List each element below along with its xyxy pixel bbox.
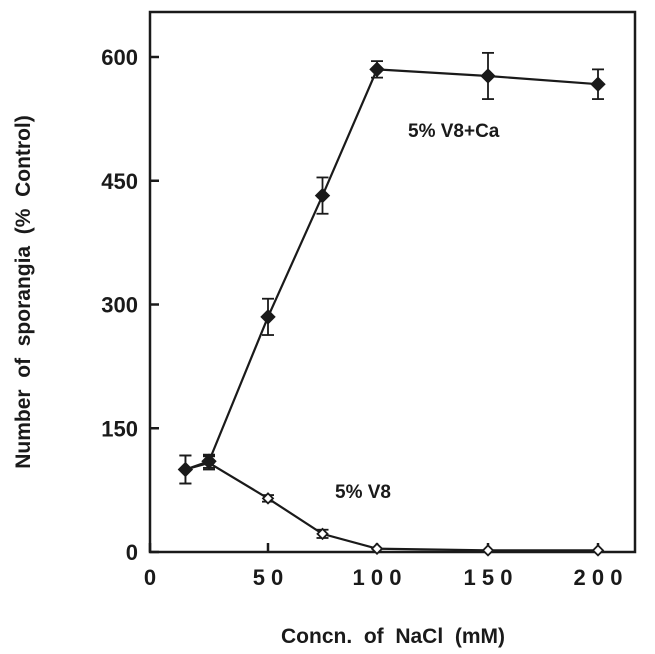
data-point: [590, 76, 606, 92]
plot-border: [148, 10, 637, 554]
y-tick-label: 0: [126, 540, 138, 565]
y-axis-ticks: 0 150 300 450 600: [101, 45, 159, 565]
x-tick-label: 2 0 0: [574, 565, 623, 590]
data-point: [369, 61, 385, 78]
y-tick-label: 150: [101, 416, 138, 441]
series-line: [185, 461, 598, 552]
y-axis-label: Number of sporangia (% Control): [12, 115, 35, 469]
data-point: [260, 309, 276, 325]
data-point: [480, 68, 496, 84]
series-label: 5% V8+Ca: [408, 121, 500, 142]
data-point: [481, 544, 495, 557]
data-point: [314, 187, 331, 204]
data-point: [201, 453, 217, 469]
x-tick-label: 1 5 0: [464, 565, 513, 590]
data-point: [261, 492, 275, 505]
y-tick-label: 450: [101, 169, 138, 194]
series-label: 5% V8: [335, 482, 391, 503]
x-tick-label: 0: [144, 565, 156, 590]
plot-frame: [148, 10, 637, 554]
series-layer: 5% V8 5% V8+Ca: [177, 51, 606, 557]
x-tick-label: 1 0 0: [353, 565, 402, 590]
y-tick-label: 300: [101, 293, 138, 318]
data-point: [316, 527, 329, 541]
series-line: [185, 68, 599, 471]
y-tick-label: 600: [101, 45, 138, 70]
data-point: [591, 544, 605, 557]
series-v8-ca: 5% V8+Ca: [177, 51, 606, 485]
data-point: [370, 542, 384, 555]
x-tick-label: 5 0: [253, 565, 284, 590]
data-point: [177, 461, 194, 478]
series-v8: 5% V8: [179, 454, 605, 557]
x-axis-label: Concn. of NaCl (mM): [281, 625, 505, 648]
